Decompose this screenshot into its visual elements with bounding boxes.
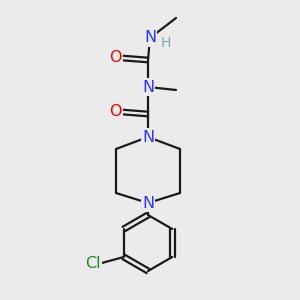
Text: N: N (142, 80, 154, 94)
Text: N: N (142, 196, 154, 211)
Text: N: N (144, 31, 156, 46)
Text: H: H (161, 36, 171, 50)
Text: Cl: Cl (85, 256, 100, 272)
Text: O: O (109, 103, 121, 118)
Text: N: N (142, 130, 154, 145)
Text: O: O (109, 50, 121, 64)
